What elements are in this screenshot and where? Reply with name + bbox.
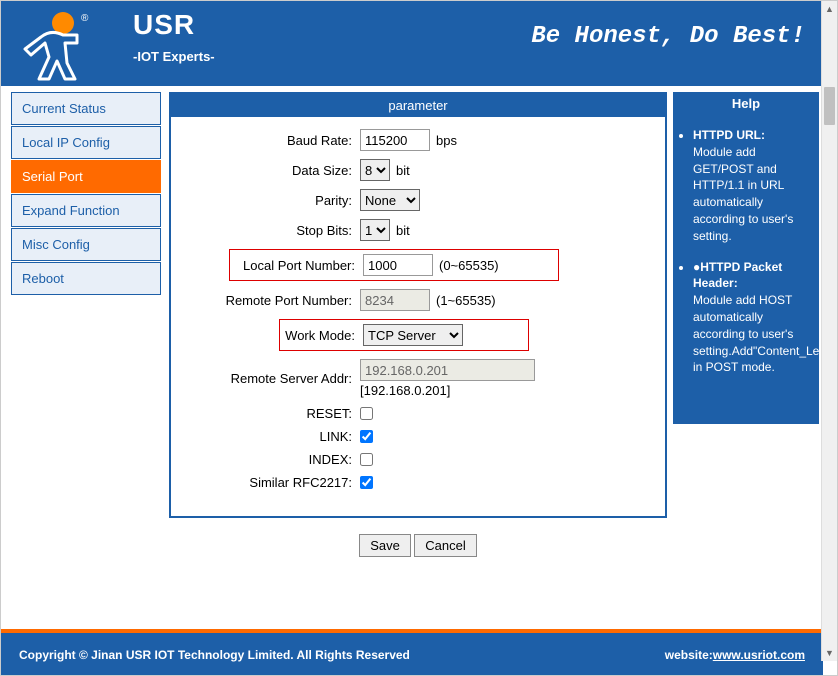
remoteaddr-below: [192.168.0.201] bbox=[360, 383, 450, 398]
sidebar-item-expand-function[interactable]: Expand Function bbox=[11, 194, 161, 227]
save-button[interactable]: Save bbox=[359, 534, 411, 557]
vertical-scrollbar[interactable]: ▲ ▼ bbox=[821, 1, 837, 661]
parameter-panel: parameter Baud Rate: bps Data Size: bbox=[169, 92, 667, 518]
footer-link[interactable]: www.usriot.com bbox=[713, 648, 805, 662]
baud-unit: bps bbox=[436, 133, 457, 148]
sidebar-item-serial-port[interactable]: Serial Port bbox=[11, 160, 161, 193]
link-label: LINK: bbox=[185, 429, 360, 444]
scroll-thumb[interactable] bbox=[824, 87, 835, 125]
brand-block: USR -IOT Experts- bbox=[133, 9, 215, 64]
sidebar-item-current-status[interactable]: Current Status bbox=[11, 92, 161, 125]
baud-label: Baud Rate: bbox=[185, 133, 360, 148]
panel-title: parameter bbox=[171, 94, 665, 117]
top-header: ® USR -IOT Experts- Be Honest, Do Best! bbox=[1, 1, 823, 86]
baud-input[interactable] bbox=[360, 129, 430, 151]
link-checkbox[interactable] bbox=[360, 430, 373, 443]
datasize-label: Data Size: bbox=[185, 163, 360, 178]
scroll-up-icon[interactable]: ▲ bbox=[822, 1, 837, 17]
workmode-select[interactable]: TCP Server bbox=[363, 324, 463, 346]
sidebar: Current Status Local IP Config Serial Po… bbox=[1, 86, 161, 629]
remoteport-label: Remote Port Number: bbox=[185, 293, 360, 308]
sidebar-item-reboot[interactable]: Reboot bbox=[11, 262, 161, 295]
stopbits-unit: bit bbox=[396, 223, 410, 238]
parity-label: Parity: bbox=[185, 193, 360, 208]
help-title: Help bbox=[673, 92, 819, 115]
remoteport-hint: (1~65535) bbox=[436, 293, 496, 308]
help-panel: Help HTTPD URL: Module add GET/POST and … bbox=[673, 92, 819, 424]
localport-input[interactable] bbox=[363, 254, 433, 276]
sidebar-item-local-ip[interactable]: Local IP Config bbox=[11, 126, 161, 159]
scroll-down-icon[interactable]: ▼ bbox=[822, 645, 837, 661]
help-item: ●HTTPD Packet Header: Module add HOST au… bbox=[693, 259, 813, 377]
cancel-button[interactable]: Cancel bbox=[414, 534, 476, 557]
workmode-label: Work Mode: bbox=[280, 328, 363, 343]
remoteaddr-input[interactable] bbox=[360, 359, 535, 381]
svg-text:®: ® bbox=[81, 13, 89, 24]
localport-label: Local Port Number: bbox=[230, 258, 363, 273]
localport-hint: (0~65535) bbox=[439, 258, 499, 273]
rfc-label: Similar RFC2217: bbox=[185, 475, 360, 490]
index-label: INDEX: bbox=[185, 452, 360, 467]
datasize-unit: bit bbox=[396, 163, 410, 178]
remoteaddr-label: Remote Server Addr: bbox=[185, 371, 360, 386]
logo: ® bbox=[19, 9, 91, 84]
sidebar-item-misc-config[interactable]: Misc Config bbox=[11, 228, 161, 261]
remoteport-input[interactable] bbox=[360, 289, 430, 311]
footer-copyright: Copyright © Jinan USR IOT Technology Lim… bbox=[19, 648, 410, 662]
brand-subtitle: -IOT Experts- bbox=[133, 49, 215, 64]
footer: Copyright © Jinan USR IOT Technology Lim… bbox=[1, 629, 823, 676]
stopbits-label: Stop Bits: bbox=[185, 223, 360, 238]
reset-label: RESET: bbox=[185, 406, 360, 421]
datasize-select[interactable]: 8 bbox=[360, 159, 390, 181]
rfc-checkbox[interactable] bbox=[360, 476, 373, 489]
help-item: HTTPD URL: Module add GET/POST and HTTP/… bbox=[693, 127, 813, 245]
index-checkbox[interactable] bbox=[360, 453, 373, 466]
brand-title: USR bbox=[133, 9, 215, 41]
parity-select[interactable]: None bbox=[360, 189, 420, 211]
stopbits-select[interactable]: 1 bbox=[360, 219, 390, 241]
footer-website-label: website: bbox=[665, 648, 713, 662]
reset-checkbox[interactable] bbox=[360, 407, 373, 420]
slogan: Be Honest, Do Best! bbox=[531, 23, 805, 50]
